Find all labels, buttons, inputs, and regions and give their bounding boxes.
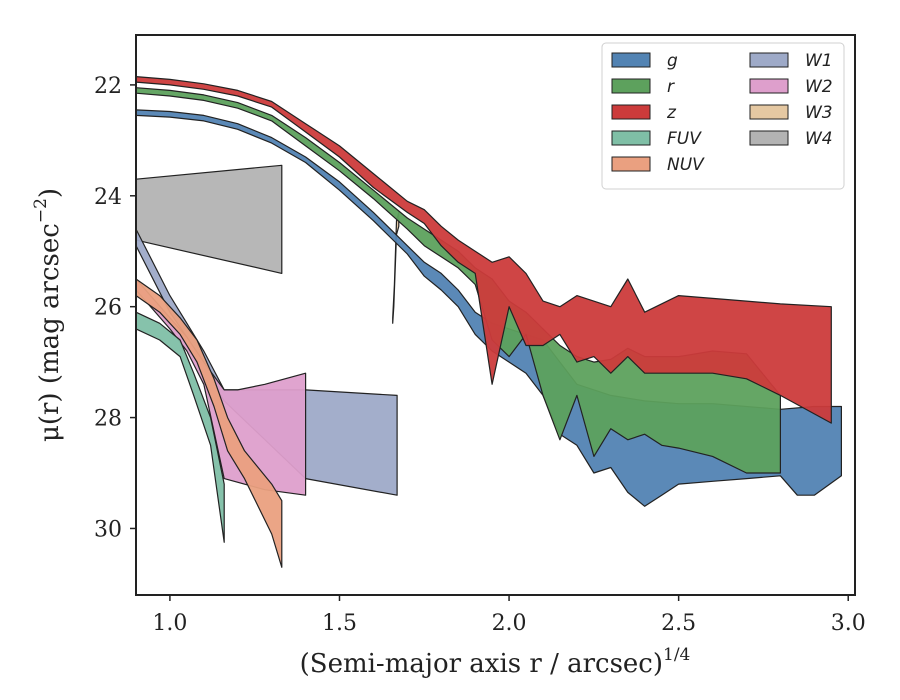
legend-label-w3: W3 bbox=[805, 103, 833, 123]
legend-swatch-w4 bbox=[749, 130, 789, 146]
band-fuv bbox=[135, 311, 225, 543]
y-tick-label: 22 bbox=[94, 74, 122, 99]
legend-swatch-g bbox=[611, 52, 651, 68]
legend-swatch-z bbox=[611, 104, 651, 120]
band-r bbox=[135, 87, 782, 474]
legend-label-z: z bbox=[666, 103, 677, 123]
legend-swatch-fuv bbox=[611, 130, 651, 146]
x-tick-label: 2.0 bbox=[492, 611, 527, 636]
legend-swatch-w1 bbox=[749, 52, 789, 68]
y-axis-label: μ(r) (mag arcsec−2) bbox=[31, 188, 65, 442]
plot-frame bbox=[135, 34, 856, 596]
legend-label-r: r bbox=[667, 77, 675, 97]
band-nuv bbox=[135, 278, 283, 568]
legend-swatch-w2 bbox=[749, 78, 789, 94]
legend: grz FUV NUV W1 W2 W3 W4 bbox=[601, 42, 845, 190]
legend-label-w1: W1 bbox=[805, 51, 833, 71]
y-axis: 22 24 26 28 30 bbox=[94, 74, 136, 542]
legend-label-fuv: FUV bbox=[667, 129, 702, 149]
profile-bands bbox=[135, 75, 843, 568]
y-tick-label: 24 bbox=[94, 185, 122, 210]
band-w4 bbox=[135, 164, 283, 274]
legend-swatch-r bbox=[611, 78, 651, 94]
legend-label-w2: W2 bbox=[805, 77, 833, 97]
y-tick-label: 30 bbox=[94, 517, 122, 542]
y-tick-label: 26 bbox=[94, 296, 122, 321]
legend-swatch-w3 bbox=[749, 104, 789, 120]
legend-swatch-nuv bbox=[611, 156, 651, 172]
band-w3 bbox=[392, 211, 400, 324]
x-tick-label: 3.0 bbox=[831, 611, 866, 636]
band-z bbox=[135, 75, 832, 424]
legend-label-g: g bbox=[667, 51, 678, 71]
legend-label-w4: W4 bbox=[805, 129, 833, 149]
x-tick-label: 1.0 bbox=[152, 611, 187, 636]
x-axis-label: (Semi-major axis r / arcsec)1/4 bbox=[300, 645, 691, 679]
x-tick-label: 2.5 bbox=[661, 611, 696, 636]
x-axis: 1.0 1.5 2.0 2.5 3.0 bbox=[152, 595, 866, 636]
legend-label-nuv: NUV bbox=[667, 155, 705, 175]
x-tick-label: 1.5 bbox=[322, 611, 357, 636]
y-tick-label: 28 bbox=[94, 407, 122, 432]
